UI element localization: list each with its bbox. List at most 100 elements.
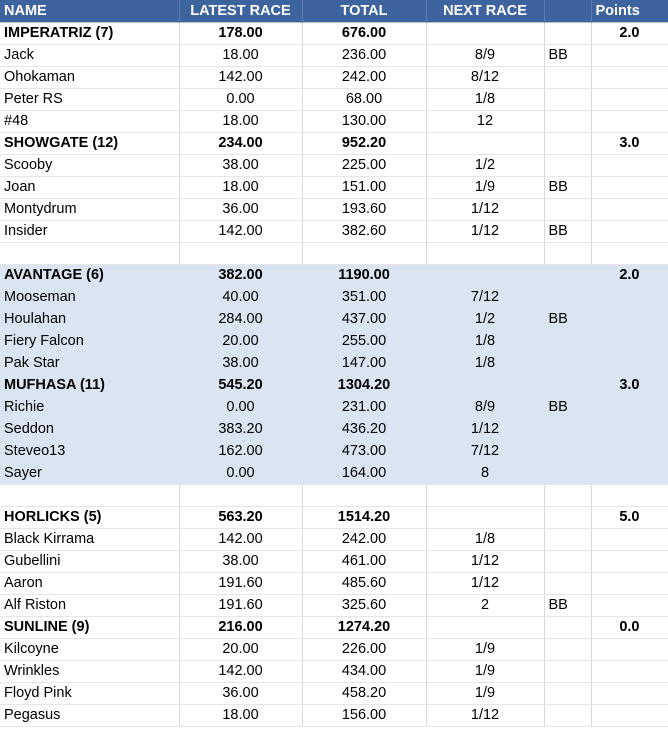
member-bb-badge [544, 550, 592, 573]
member-latest-race: 38.00 [179, 550, 303, 573]
empty-cell [544, 484, 592, 507]
member-points [591, 660, 668, 683]
team-total: 1514.20 [302, 506, 427, 529]
team-name: IMPERATRIZ (7) [0, 21, 180, 45]
member-latest-race: 142.00 [179, 660, 303, 683]
team-name: SUNLINE (9) [0, 616, 180, 639]
team-points: 3.0 [591, 132, 668, 155]
member-points [591, 594, 668, 617]
member-name: Pegasus [0, 704, 180, 727]
member-bb-badge: BB [544, 396, 592, 419]
team-row: SUNLINE (9) 216.00 1274.20 0.0 [0, 616, 668, 639]
team-row: HORLICKS (5) 563.20 1514.20 5.0 [0, 506, 668, 529]
member-name: Ohokaman [0, 66, 180, 89]
team-name: MUFHASA (11) [0, 374, 180, 397]
member-row: Floyd Pink 36.00 458.20 1/9 [0, 682, 668, 705]
empty-cell [426, 484, 545, 507]
member-name: Gubellini [0, 550, 180, 573]
member-total: 351.00 [302, 286, 427, 309]
header-total: TOTAL [302, 0, 427, 22]
member-name: Floyd Pink [0, 682, 180, 705]
member-points [591, 308, 668, 331]
member-total: 437.00 [302, 308, 427, 331]
member-latest-race: 18.00 [179, 176, 303, 199]
header-name: NAME [0, 0, 180, 22]
member-latest-race: 0.00 [179, 462, 303, 485]
empty-cell [0, 242, 180, 265]
team-points: 5.0 [591, 506, 668, 529]
member-latest-race: 0.00 [179, 88, 303, 111]
standings-table: NAME LATEST RACE TOTAL NEXT RACE Points … [0, 0, 668, 727]
member-points [591, 330, 668, 353]
member-total: 473.00 [302, 440, 427, 463]
member-total: 382.60 [302, 220, 427, 243]
member-points [591, 550, 668, 573]
member-points [591, 66, 668, 89]
member-bb-badge [544, 286, 592, 309]
member-points [591, 220, 668, 243]
member-bb-badge [544, 704, 592, 727]
member-bb-badge [544, 66, 592, 89]
member-next-race: 1/12 [426, 198, 545, 221]
member-latest-race: 36.00 [179, 682, 303, 705]
member-latest-race: 142.00 [179, 528, 303, 551]
member-points [591, 176, 668, 199]
team-name: HORLICKS (5) [0, 506, 180, 529]
table-body: IMPERATRIZ (7) 178.00 676.00 2.0 Jack 18.00 23… [0, 21, 668, 727]
member-row: Insider 142.00 382.60 1/12 BB [0, 220, 668, 243]
member-next-race: 1/8 [426, 352, 545, 375]
header-latest-race: LATEST RACE [179, 0, 303, 22]
member-next-race: 2 [426, 594, 545, 617]
team-latest-race: 178.00 [179, 21, 303, 45]
spacer-row [0, 242, 668, 265]
team-next-race [426, 264, 545, 287]
member-next-race: 1/12 [426, 550, 545, 573]
member-next-race: 8/12 [426, 66, 545, 89]
member-points [591, 154, 668, 177]
member-points [591, 44, 668, 67]
member-next-race: 1/2 [426, 308, 545, 331]
team-name: SHOWGATE (12) [0, 132, 180, 155]
member-total: 461.00 [302, 550, 427, 573]
member-total: 255.00 [302, 330, 427, 353]
empty-cell [544, 242, 592, 265]
team-bb [544, 21, 592, 45]
team-points: 0.0 [591, 616, 668, 639]
member-row: Jack 18.00 236.00 8/9 BB [0, 44, 668, 67]
team-bb [544, 506, 592, 529]
member-bb-badge: BB [544, 44, 592, 67]
member-latest-race: 284.00 [179, 308, 303, 331]
member-next-race: 1/8 [426, 528, 545, 551]
member-bb-badge [544, 638, 592, 661]
member-row: Aaron 191.60 485.60 1/12 [0, 572, 668, 595]
team-next-race [426, 506, 545, 529]
team-row: MUFHASA (11) 545.20 1304.20 3.0 [0, 374, 668, 397]
header-blank [544, 0, 592, 22]
member-row: Pegasus 18.00 156.00 1/12 [0, 704, 668, 727]
empty-cell [302, 242, 427, 265]
member-total: 325.60 [302, 594, 427, 617]
member-name: Montydrum [0, 198, 180, 221]
member-latest-race: 20.00 [179, 330, 303, 353]
member-latest-race: 18.00 [179, 704, 303, 727]
member-name: Black Kirrama [0, 528, 180, 551]
member-bb-badge [544, 462, 592, 485]
member-bb-badge: BB [544, 176, 592, 199]
member-row: Gubellini 38.00 461.00 1/12 [0, 550, 668, 573]
empty-cell [302, 484, 427, 507]
team-next-race [426, 374, 545, 397]
member-bb-badge [544, 330, 592, 353]
team-latest-race: 216.00 [179, 616, 303, 639]
member-row: Joan 18.00 151.00 1/9 BB [0, 176, 668, 199]
member-next-race: 8 [426, 462, 545, 485]
member-name: Mooseman [0, 286, 180, 309]
member-points [591, 528, 668, 551]
member-latest-race: 18.00 [179, 110, 303, 133]
member-name: Joan [0, 176, 180, 199]
member-latest-race: 18.00 [179, 44, 303, 67]
member-latest-race: 191.60 [179, 572, 303, 595]
member-row: Scooby 38.00 225.00 1/2 [0, 154, 668, 177]
member-bb-badge [544, 110, 592, 133]
member-next-race: 1/12 [426, 572, 545, 595]
team-points: 2.0 [591, 21, 668, 45]
